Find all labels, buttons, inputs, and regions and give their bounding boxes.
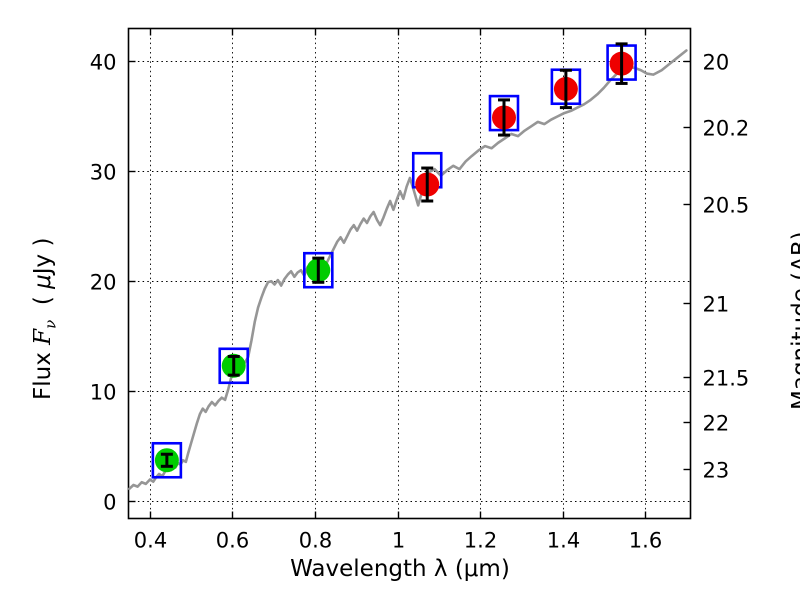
model-flux-box	[303, 251, 334, 289]
axes-frame	[127, 27, 692, 520]
y-tick-label: 40	[90, 51, 117, 75]
y-tick-label: 20	[90, 271, 117, 295]
model-flux-box	[151, 441, 183, 479]
photometry-point[interactable]	[151, 441, 183, 479]
magnitude-tick-label: 20.2	[703, 117, 750, 141]
x-tick-label: 0.6	[216, 529, 249, 553]
x-tick-label: 1.4	[547, 529, 580, 553]
photometry-point[interactable]	[303, 251, 334, 289]
y-axis-label-right: Magnitude (AB)	[788, 231, 800, 410]
magnitude-tick-label: 20	[703, 51, 730, 75]
magnitude-tick-label: 23	[703, 459, 730, 483]
y-tick-labels-left: 0 10 20 30 40	[90, 51, 117, 515]
x-tick-label: 0.4	[134, 529, 167, 553]
magnitude-tick-label: 21	[703, 293, 730, 317]
y-tick-label: 0	[103, 491, 116, 515]
photometry-point[interactable]	[218, 347, 250, 385]
magnitude-tick-label: 20.5	[703, 194, 750, 218]
x-tick-labels: 0.4 0.6 0.8 1 1.2 1.4 1.6	[134, 529, 662, 553]
y-tick-label: 30	[90, 161, 117, 185]
model-flux-box	[218, 347, 250, 385]
x-tick-label: 1.2	[464, 529, 497, 553]
photometry-point[interactable]	[550, 68, 582, 110]
photometry-point[interactable]	[488, 94, 520, 137]
x-tick-label: 1	[392, 529, 405, 553]
photometry-points	[151, 42, 637, 479]
x-tick-label: 0.8	[299, 529, 332, 553]
spectrum-line	[128, 49, 688, 491]
y-axis-label-left: Flux Fν ( μJy )	[30, 237, 60, 400]
x-axis-label: Wavelength λ (μm)	[290, 556, 510, 582]
x-tick-label: 1.6	[629, 529, 662, 553]
y-tick-labels-right: 20 20.2 20.5 21 21.5 22 23	[703, 51, 750, 483]
grid-lines	[128, 28, 691, 519]
y-tick-label: 10	[90, 381, 117, 405]
magnitude-tick-label: 21.5	[703, 367, 750, 391]
photometry-point[interactable]	[606, 42, 637, 85]
model-spectrum-curve	[128, 49, 688, 491]
tick-marks	[128, 28, 691, 519]
magnitude-tick-label: 22	[703, 412, 730, 436]
photometry-point[interactable]	[411, 151, 443, 203]
